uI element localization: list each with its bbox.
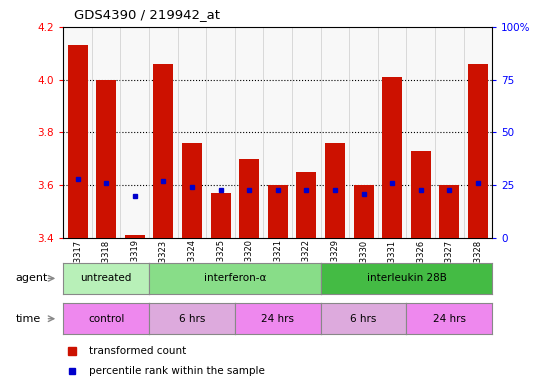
Bar <box>153 64 173 238</box>
Bar <box>354 185 373 238</box>
Bar <box>411 151 431 238</box>
Text: 6 hrs: 6 hrs <box>350 314 377 324</box>
Text: percentile rank within the sample: percentile rank within the sample <box>89 366 265 376</box>
Text: 24 hrs: 24 hrs <box>261 314 294 324</box>
Bar <box>96 80 116 238</box>
Text: untreated: untreated <box>80 273 132 283</box>
Bar <box>268 185 288 238</box>
Text: agent: agent <box>16 273 48 283</box>
Text: 6 hrs: 6 hrs <box>179 314 205 324</box>
Bar <box>382 77 402 238</box>
Text: interferon-α: interferon-α <box>204 273 266 283</box>
Bar <box>68 45 87 238</box>
Text: GDS4390 / 219942_at: GDS4390 / 219942_at <box>74 8 220 21</box>
Bar <box>182 143 202 238</box>
Bar <box>211 193 230 238</box>
Bar <box>296 172 316 238</box>
Bar <box>439 185 459 238</box>
Bar <box>325 143 345 238</box>
Bar <box>468 64 488 238</box>
Text: 24 hrs: 24 hrs <box>433 314 466 324</box>
Text: control: control <box>88 314 124 324</box>
Text: interleukin 28B: interleukin 28B <box>366 273 447 283</box>
Bar <box>239 159 259 238</box>
Bar <box>125 235 145 238</box>
Text: transformed count: transformed count <box>89 346 186 356</box>
Text: time: time <box>16 314 41 324</box>
